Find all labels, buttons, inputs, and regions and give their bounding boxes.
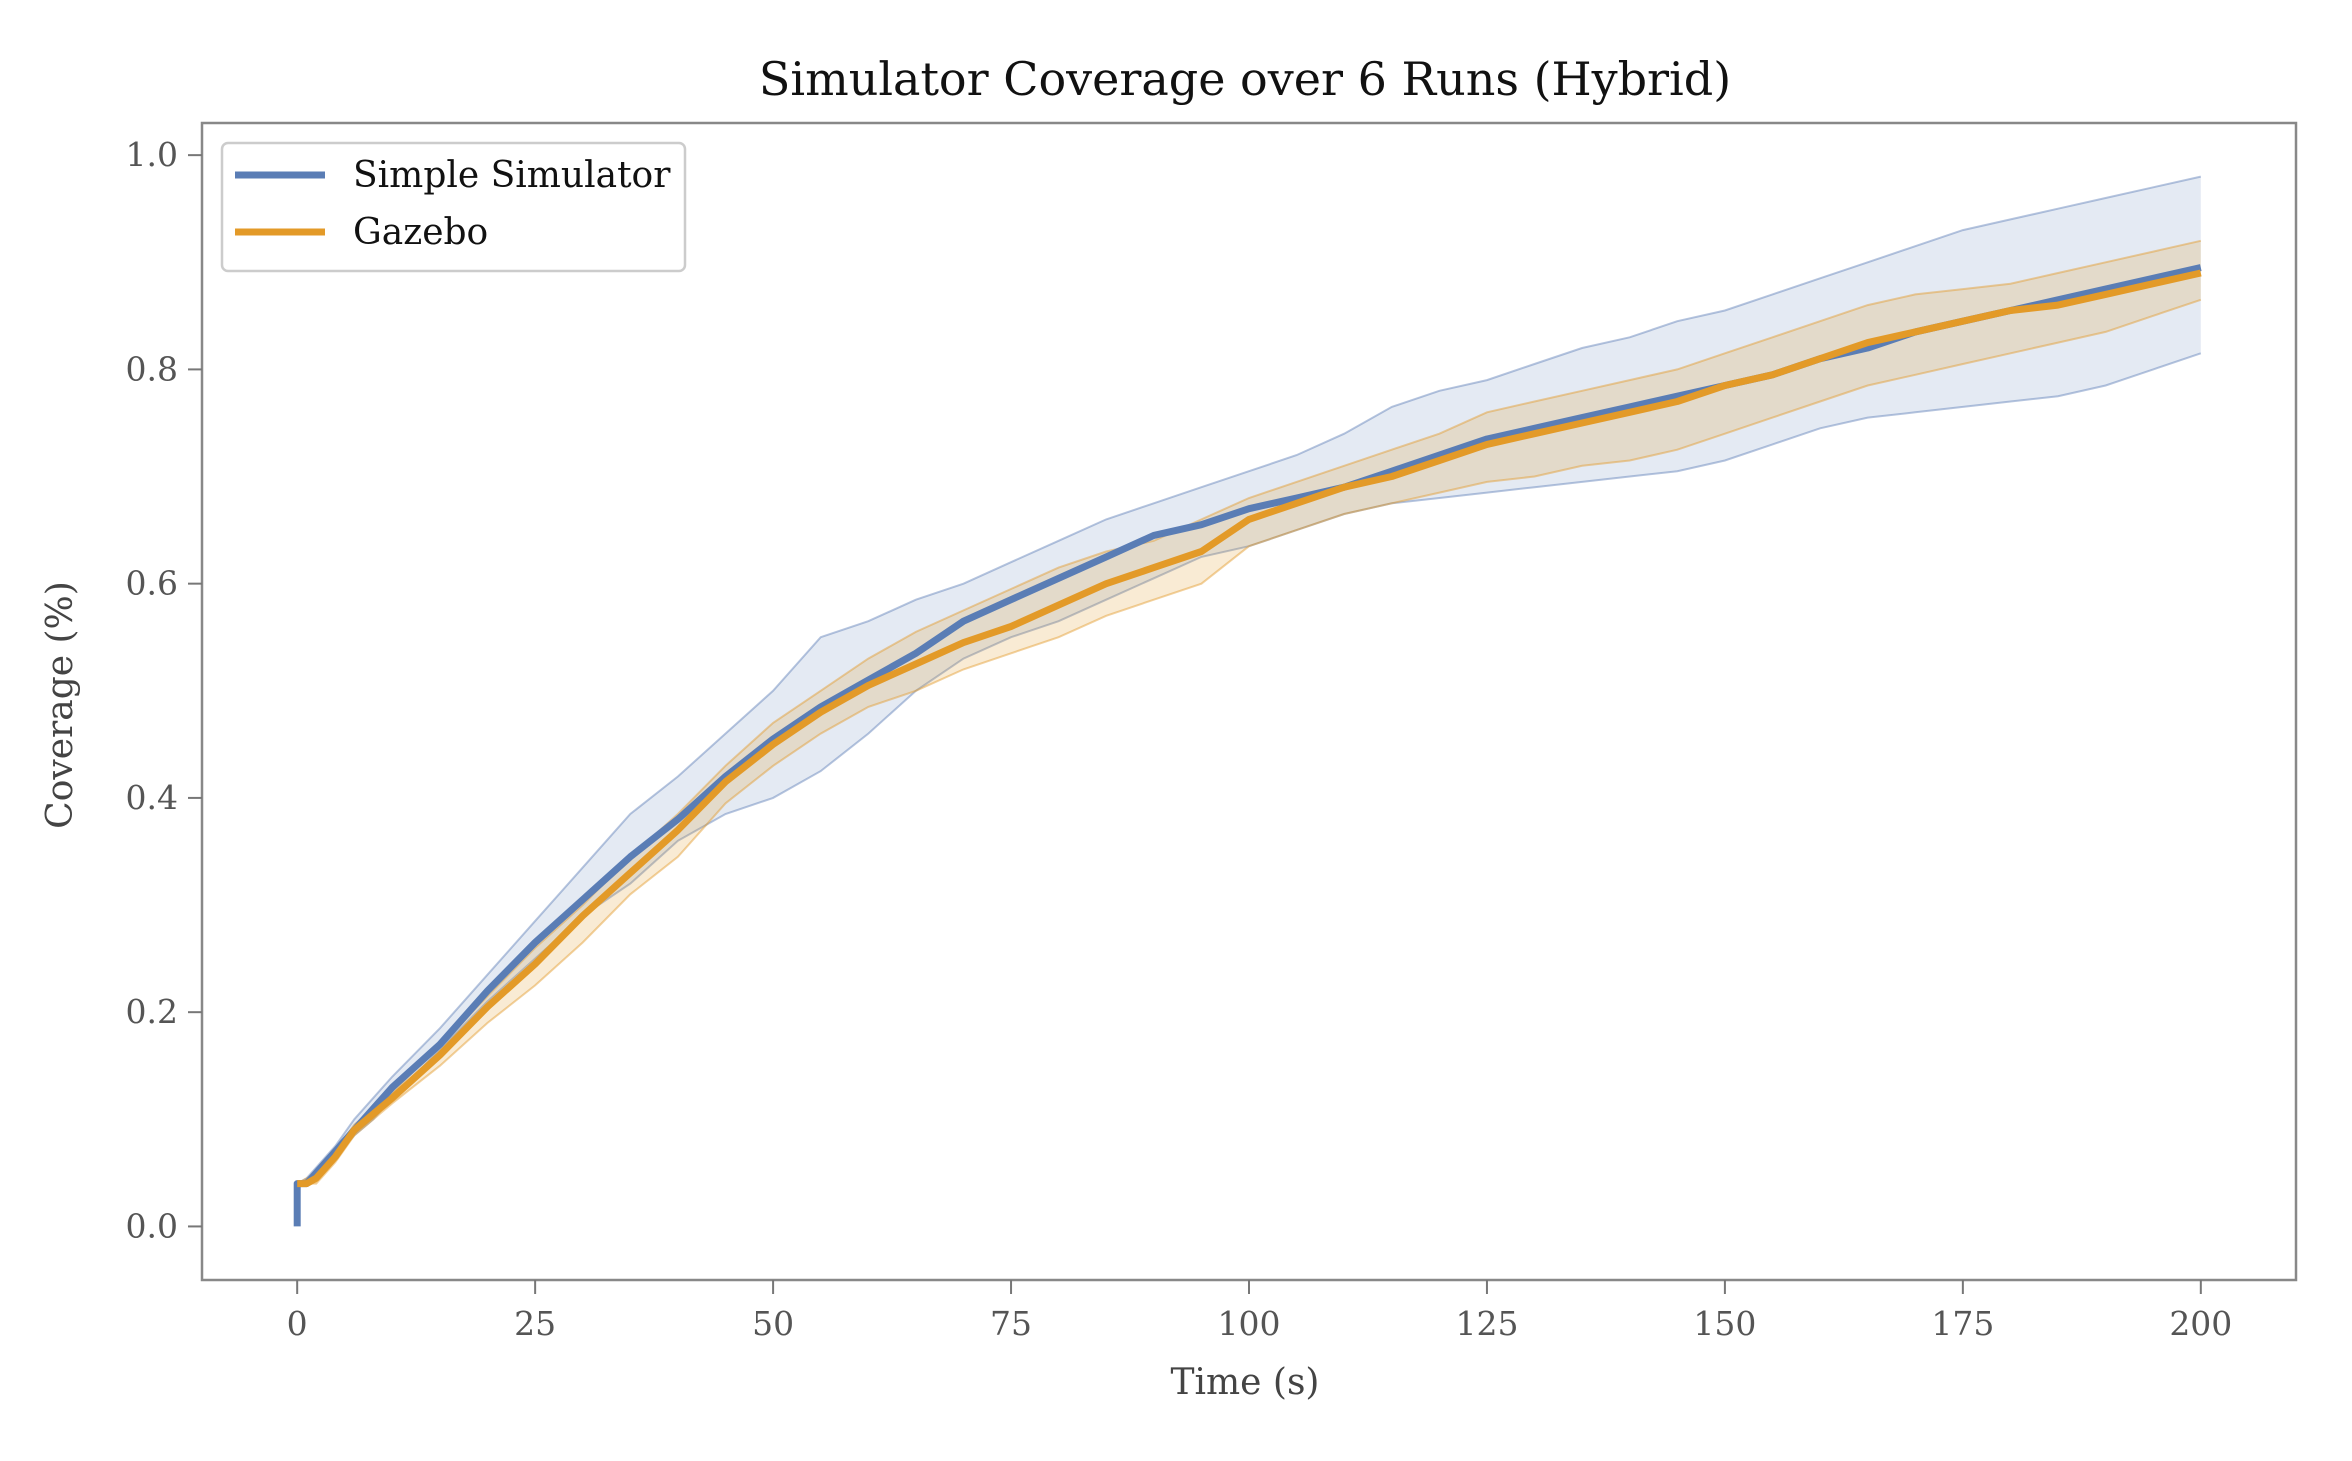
x-tick-label: 175	[1931, 1304, 1994, 1343]
x-tick-label: 50	[752, 1304, 794, 1343]
legend: Simple Simulator Gazebo	[220, 141, 687, 273]
plot-area	[200, 121, 2298, 1282]
y-tick-label: 0.2	[126, 992, 178, 1031]
band-lower-edge-1	[297, 298, 2202, 1185]
y-tick-label: 0.4	[126, 778, 178, 817]
x-tick-label: 0	[287, 1304, 308, 1343]
y-tick-label: 0.6	[126, 564, 178, 603]
series-group	[293, 175, 2202, 1227]
confidence-band-0	[297, 176, 2201, 1184]
band-upper-edge-0	[296, 175, 2202, 1185]
series-line-1	[297, 269, 2202, 1188]
y-tick-label: 0.0	[126, 1206, 178, 1245]
y-tick-label: 0.8	[126, 349, 178, 388]
x-tick-label: 25	[514, 1304, 556, 1343]
x-tick-label: 100	[1218, 1304, 1281, 1343]
chart-title: Simulator Coverage over 6 Runs (Hybrid)	[759, 52, 1731, 106]
x-tick-label: 200	[2169, 1304, 2232, 1343]
x-tick-label: 150	[1693, 1304, 1756, 1343]
y-tick-label: 1.0	[126, 135, 178, 174]
confidence-band-1	[297, 240, 2201, 1184]
y-axis: 0.0 0.2 0.4 0.6 0.8 1.0	[126, 135, 202, 1245]
legend-box	[220, 141, 687, 273]
x-axis-label: Time (s)	[1171, 1362, 1320, 1403]
x-tick-label: 75	[990, 1304, 1032, 1343]
band-lower-edge-0	[297, 352, 2202, 1185]
x-axis: 0 25 50 75 100 125 150 175 200	[287, 1280, 2232, 1343]
y-axis-label: Coverage (%)	[40, 581, 81, 829]
legend-label: Simple Simulator	[353, 155, 671, 196]
legend-label: Gazebo	[353, 212, 488, 253]
x-tick-label: 125	[1455, 1304, 1518, 1343]
